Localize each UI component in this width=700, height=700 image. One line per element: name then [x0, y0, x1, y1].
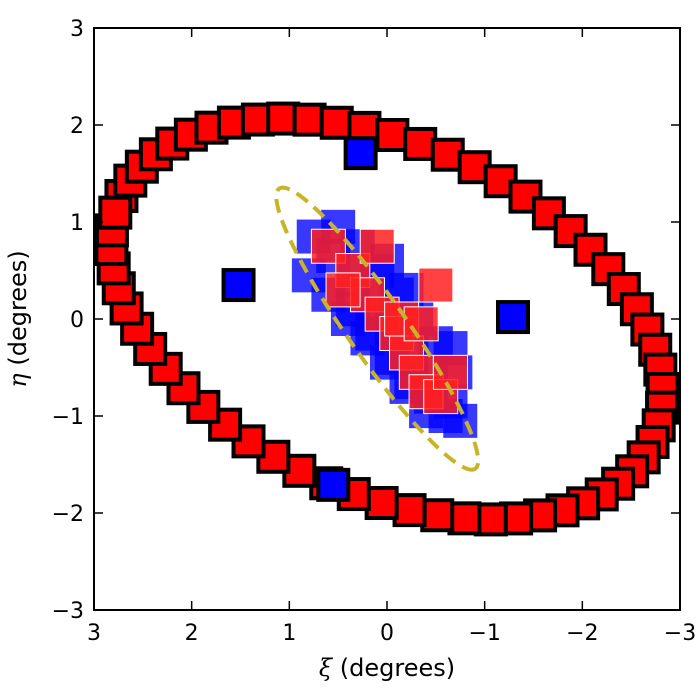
y-axis-label: η (degrees): [4, 250, 32, 387]
x-tick-label: −1: [468, 621, 500, 646]
bright-blue-layer: [221, 136, 530, 502]
ring-marker: [553, 214, 588, 249]
inner-red-marker: [403, 306, 439, 342]
ring-marker: [364, 486, 399, 521]
inner-red-marker: [359, 228, 395, 264]
inner-red-layer: [310, 228, 468, 415]
ring-marker: [403, 126, 438, 161]
ring-marker: [531, 196, 566, 231]
ring-marker: [375, 117, 410, 152]
x-tick-label: −2: [566, 621, 598, 646]
inner-red-marker: [418, 267, 454, 303]
bright-blue-marker: [316, 467, 351, 502]
dashed-ellipse-layer: [274, 185, 481, 472]
ring-marker: [319, 105, 354, 140]
ring-marker: [447, 501, 482, 536]
y-tick-label: −2: [52, 502, 84, 527]
bright-blue-marker: [495, 300, 530, 335]
ring-marker: [392, 493, 427, 528]
x-tick-label: 0: [380, 621, 394, 646]
y-tick-label: 0: [70, 308, 84, 333]
x-tick-label: −3: [664, 621, 696, 646]
y-tick-label: 2: [70, 114, 84, 139]
ring-marker: [420, 498, 455, 533]
dashed-ellipse: [274, 185, 481, 472]
ring-marker: [166, 371, 201, 406]
x-axis-label: ξ (degrees): [319, 654, 455, 682]
x-tick-label: 1: [282, 621, 296, 646]
inner-red-marker: [325, 272, 361, 308]
ring-marker: [98, 195, 133, 230]
y-tick-label: −3: [52, 599, 84, 624]
x-axis-unit: (degrees): [340, 654, 455, 682]
y-axis-symbol: η: [4, 373, 32, 388]
bright-blue-marker: [221, 268, 256, 303]
ring-marker: [573, 232, 608, 267]
y-tick-label: −1: [52, 405, 84, 430]
y-tick-label: 3: [70, 17, 84, 42]
ring-markers-layer: [94, 101, 680, 537]
bright-blue-marker: [343, 136, 378, 171]
x-axis-symbol: ξ: [319, 654, 334, 682]
y-axis-unit: (degrees): [4, 250, 32, 365]
ring-marker: [186, 389, 221, 424]
x-tick-label: 3: [87, 621, 101, 646]
y-tick-label: 1: [70, 211, 84, 236]
x-tick-label: 2: [185, 621, 199, 646]
